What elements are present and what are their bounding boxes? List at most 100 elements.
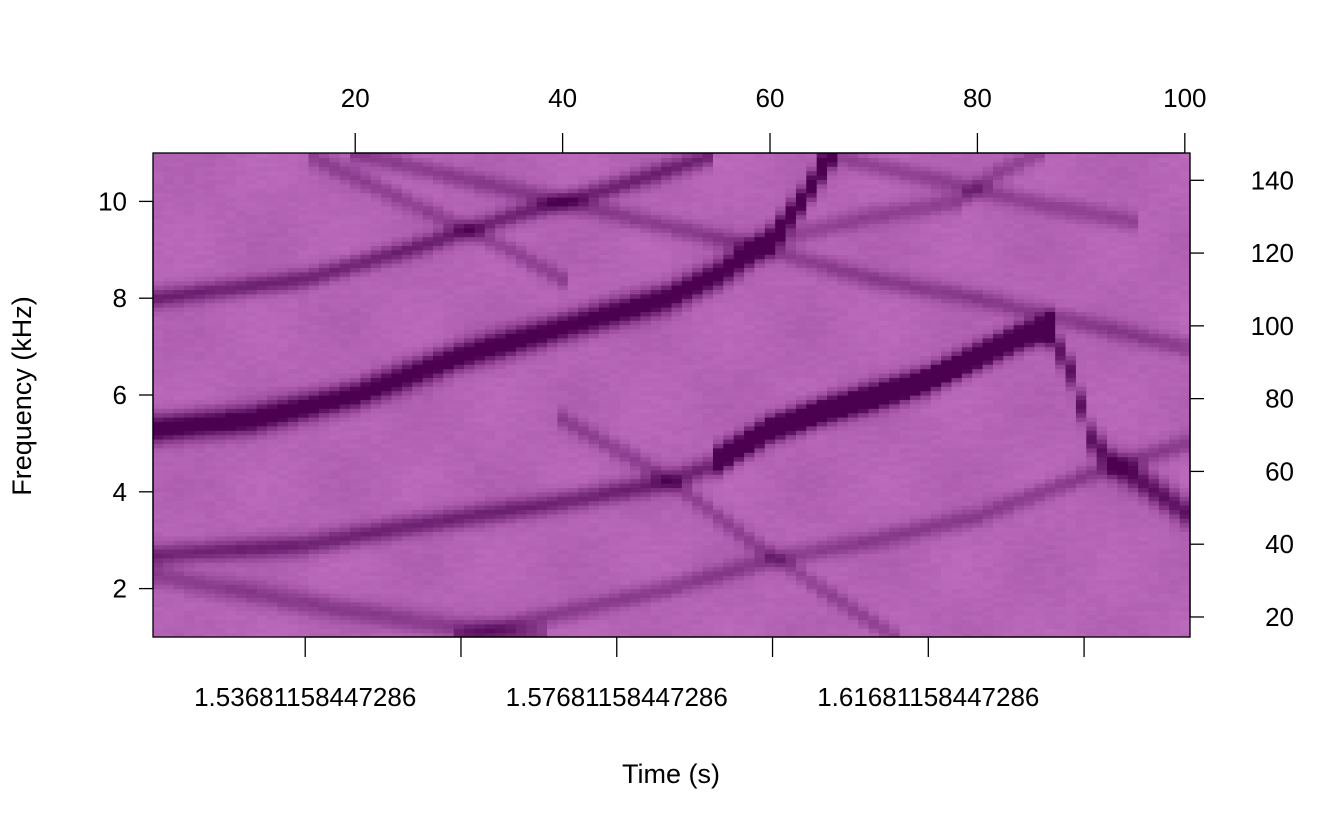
heatmap-cell — [329, 456, 341, 462]
heatmap-cell — [318, 601, 330, 607]
heatmap-cell — [256, 412, 268, 418]
heatmap-cell — [578, 249, 590, 255]
heatmap-cell — [484, 263, 496, 268]
heatmap-cell — [412, 531, 424, 537]
heatmap-cell — [484, 214, 496, 220]
heatmap-cell — [474, 575, 486, 581]
heatmap-cell — [235, 531, 247, 537]
heatmap-cell — [256, 619, 268, 625]
heatmap-cell — [443, 258, 455, 264]
heatmap-cell — [422, 500, 434, 506]
heatmap-cell — [588, 412, 600, 418]
heatmap-cell — [318, 417, 330, 422]
heatmap-cell — [163, 579, 175, 585]
heatmap-cell — [277, 175, 289, 180]
heatmap-cell — [588, 205, 600, 211]
heatmap-cell — [464, 368, 476, 374]
heatmap-cell — [370, 579, 382, 585]
heatmap-cell — [536, 597, 548, 603]
heatmap-cell — [184, 474, 196, 480]
heatmap-cell — [173, 263, 185, 268]
heatmap-cell — [536, 153, 548, 158]
heatmap-cell — [318, 465, 330, 471]
heatmap-cell — [557, 474, 569, 480]
heatmap-cell — [173, 430, 185, 436]
heatmap-cell — [339, 513, 351, 519]
heatmap-cell — [308, 553, 320, 559]
heatmap-cell — [339, 434, 351, 440]
heatmap-cell — [515, 527, 527, 532]
heatmap-cell — [184, 443, 196, 449]
heatmap-cell — [412, 276, 424, 282]
heatmap-cell — [381, 535, 393, 541]
heatmap-cell — [329, 527, 341, 532]
heatmap-cell — [609, 456, 621, 462]
heatmap-cell — [547, 210, 559, 216]
heatmap-cell — [381, 465, 393, 471]
heatmap-cell — [277, 373, 289, 378]
heatmap-cell — [598, 329, 610, 334]
heatmap-cell — [204, 452, 216, 458]
heatmap-cell — [422, 601, 434, 607]
heatmap-cell — [432, 351, 444, 356]
heatmap-cell — [184, 175, 196, 180]
heatmap-cell — [495, 241, 507, 246]
heatmap-cell — [536, 197, 548, 202]
heatmap-cell — [505, 439, 517, 444]
heatmap-cell — [474, 557, 486, 563]
heatmap-cell — [204, 597, 216, 603]
heatmap-cell — [329, 232, 341, 238]
heatmap-cell — [173, 632, 185, 638]
heatmap-cell — [422, 346, 434, 352]
heatmap-cell — [588, 307, 600, 312]
heatmap-cell — [401, 390, 413, 396]
heatmap-cell — [163, 465, 175, 471]
heatmap-cell — [235, 579, 247, 585]
heatmap-cell — [474, 527, 486, 532]
heatmap-cell — [588, 522, 600, 528]
heatmap-cell — [204, 254, 216, 260]
heatmap-cell — [204, 478, 216, 484]
heatmap-cell — [256, 425, 268, 431]
heatmap-cell — [401, 469, 413, 475]
heatmap-cell — [453, 535, 465, 541]
heatmap-cell — [391, 593, 403, 598]
heatmap-cell — [339, 219, 351, 224]
heatmap-cell — [235, 373, 247, 378]
heatmap-cell — [225, 373, 237, 378]
heatmap-cell — [505, 575, 517, 581]
heatmap-cell — [194, 549, 206, 554]
heatmap-cell — [422, 175, 434, 180]
heatmap-cell — [298, 575, 310, 581]
heatmap-cell — [557, 487, 569, 493]
heatmap-cell — [557, 276, 569, 282]
heatmap-cell — [246, 430, 258, 436]
heatmap-cell — [422, 421, 434, 427]
heatmap-cell — [163, 161, 175, 167]
heatmap-cell — [526, 425, 538, 431]
heatmap-cell — [215, 474, 227, 480]
heatmap-cell — [370, 465, 382, 471]
heatmap-cell — [225, 527, 237, 532]
heatmap-cell — [619, 518, 631, 524]
heatmap-cell — [432, 527, 444, 532]
heatmap-cell — [474, 549, 486, 554]
heatmap-cell — [360, 298, 372, 304]
heatmap-cell — [443, 417, 455, 422]
heatmap-cell — [246, 408, 258, 414]
heatmap-cell — [443, 408, 455, 414]
heatmap-cell — [204, 205, 216, 211]
heatmap-cell — [225, 623, 237, 629]
heatmap-cell — [464, 579, 476, 585]
heatmap-cell — [246, 544, 258, 550]
heatmap-cell — [329, 359, 341, 365]
heatmap-cell — [381, 359, 393, 365]
heatmap-cell — [412, 421, 424, 427]
heatmap-cell — [204, 364, 216, 370]
heatmap-cell — [308, 597, 320, 603]
heatmap-cell — [547, 346, 559, 352]
heatmap-cell — [194, 267, 206, 273]
heatmap-cell — [318, 276, 330, 282]
heatmap-cell — [318, 258, 330, 264]
heatmap-cell — [360, 263, 372, 268]
